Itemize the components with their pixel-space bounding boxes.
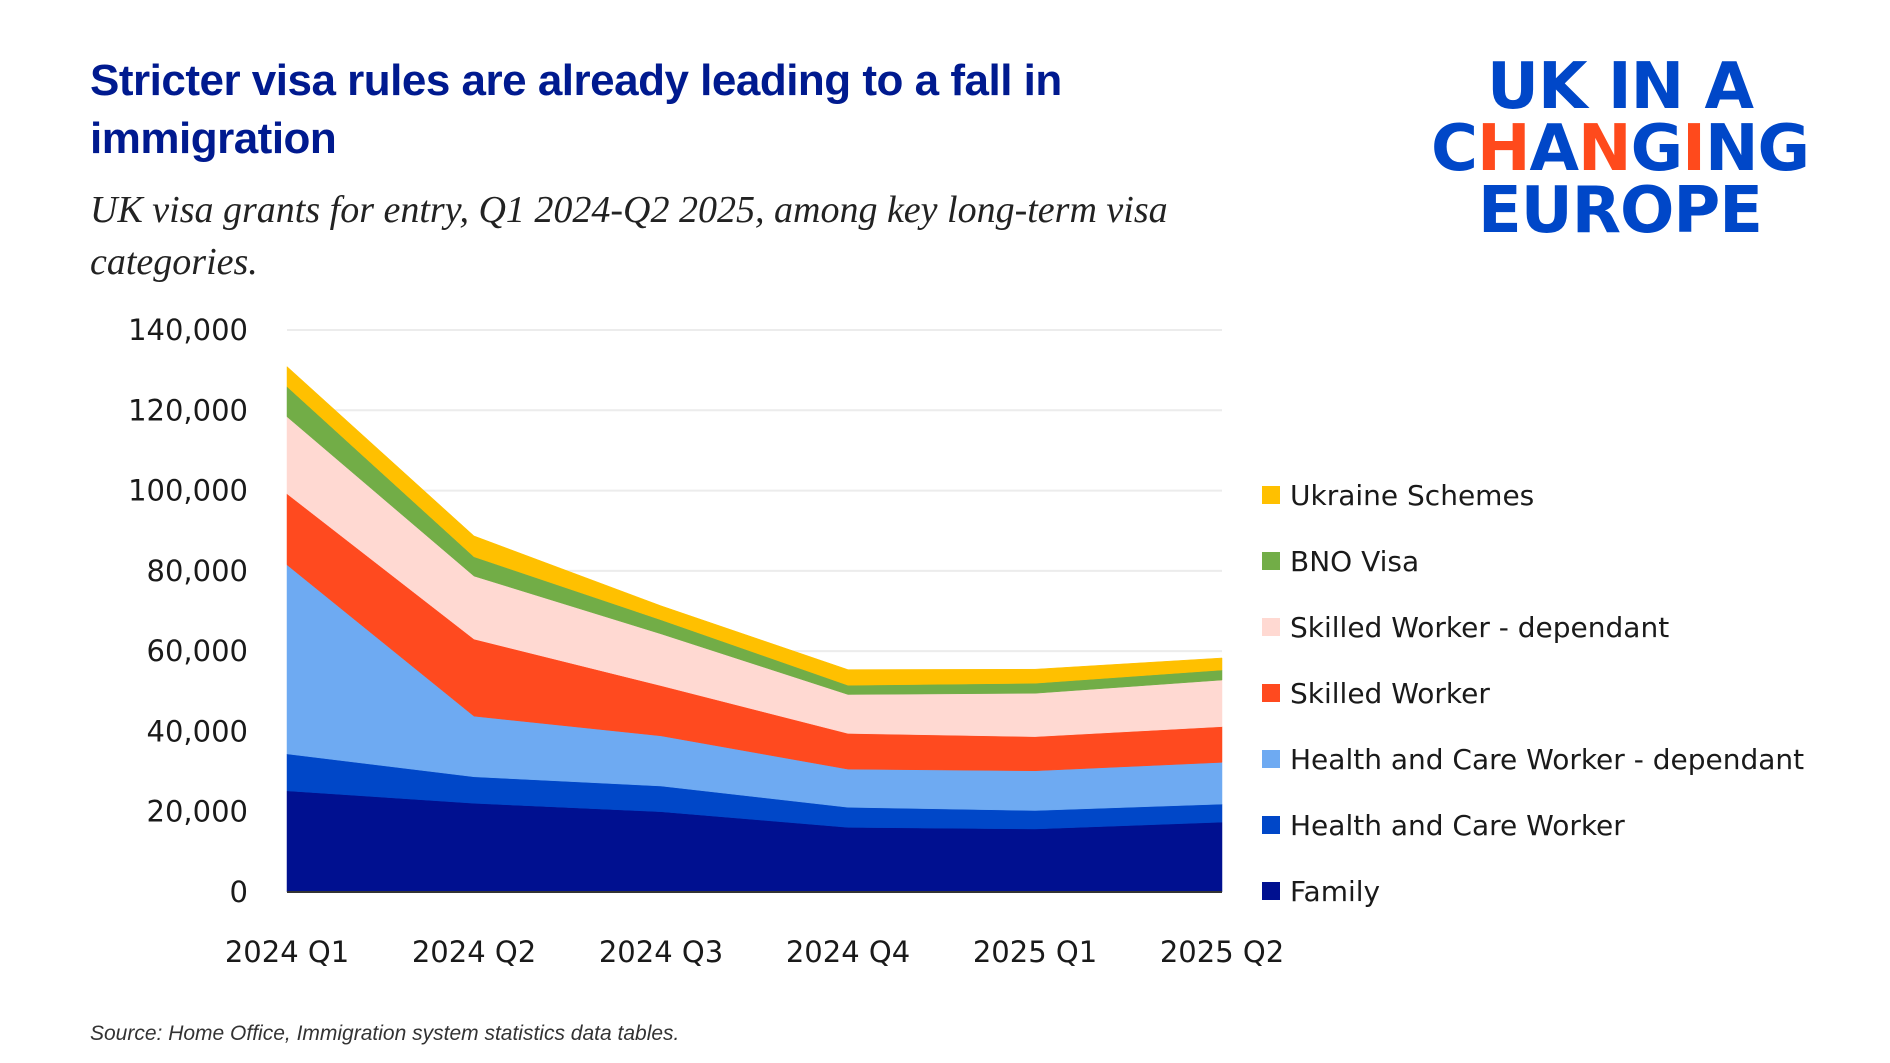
legend-item: Health and Care Worker - dependant (1262, 726, 1804, 792)
y-tick-label: 60,000 (147, 634, 248, 668)
legend-swatch (1262, 486, 1280, 504)
y-tick-label: 0 (230, 875, 248, 909)
logo-letter: C (1430, 112, 1478, 186)
logo-letter-accent: I (1682, 112, 1706, 186)
legend-item: Health and Care Worker (1262, 792, 1804, 858)
legend-item: Family (1262, 858, 1804, 924)
area-ukraine-schemes (286, 365, 1223, 686)
legend-swatch (1262, 816, 1280, 834)
legend-label: Health and Care Worker (1290, 808, 1625, 842)
legend-label: Ukraine Schemes (1290, 478, 1535, 512)
x-tick-label: 2025 Q1 (973, 935, 1097, 969)
legend-swatch (1262, 552, 1280, 570)
legend-item: Ukraine Schemes (1262, 462, 1804, 528)
legend-label: Skilled Worker (1290, 676, 1490, 710)
y-tick-label: 80,000 (147, 554, 248, 588)
y-tick-label: 140,000 (128, 313, 248, 347)
legend-swatch (1262, 750, 1280, 768)
legend-label: Skilled Worker - dependant (1290, 610, 1670, 644)
source-note: Source: Home Office, Immigration system … (90, 1022, 680, 1045)
logo-letter: NG (1704, 112, 1810, 186)
legend-swatch (1262, 684, 1280, 702)
chart-title: Stricter visa rules are already leading … (90, 56, 1062, 163)
x-tick-label: 2025 Q2 (1160, 935, 1284, 969)
legend-item: Skilled Worker (1262, 660, 1804, 726)
legend-item: BNO Visa (1262, 528, 1804, 594)
chart-subtitle: UK visa grants for entry, Q1 2024-Q2 202… (90, 189, 1168, 283)
x-tick-label: 2024 Q1 (225, 935, 349, 969)
logo-letter: G (1630, 112, 1684, 186)
legend-item: Skilled Worker - dependant (1262, 594, 1804, 660)
y-tick-label: 40,000 (147, 714, 248, 748)
legend-label: Family (1290, 874, 1381, 908)
y-tick-label: 120,000 (128, 393, 248, 427)
logo-line-3: EUROPE (1478, 174, 1763, 248)
y-tick-label: 20,000 (147, 795, 248, 829)
area-series (286, 365, 1223, 893)
logo-line-1: UK IN A (1486, 50, 1754, 124)
x-tick-label: 2024 Q2 (412, 935, 536, 969)
uk-in-a-changing-europe-logo: UK IN A CHANGING EUROPE (1410, 50, 1830, 248)
x-tick-label: 2024 Q3 (599, 935, 723, 969)
logo-letter: A (1529, 112, 1580, 186)
legend-swatch (1262, 618, 1280, 636)
x-tick-label: 2024 Q4 (786, 935, 910, 969)
chart-legend: Ukraine Schemes BNO Visa Skilled Worker - … (1262, 462, 1804, 924)
logo-letter-accent: N (1578, 112, 1632, 186)
legend-swatch (1262, 882, 1280, 900)
logo-line-2: CHANGING (1410, 117, 1830, 181)
y-tick-label: 100,000 (128, 474, 248, 508)
logo-letter-accent: H (1476, 112, 1531, 186)
legend-label: BNO Visa (1290, 544, 1420, 578)
y-axis-ticks: 0 20,000 40,000 60,000 80,000 100,000 120,000 1… (128, 313, 248, 909)
legend-label: Health and Care Worker - dependant (1290, 742, 1805, 776)
x-axis-ticks: 2024 Q1 2024 Q2 2024 Q3 2024 Q4 2025 Q1 2025 … (225, 935, 1284, 969)
